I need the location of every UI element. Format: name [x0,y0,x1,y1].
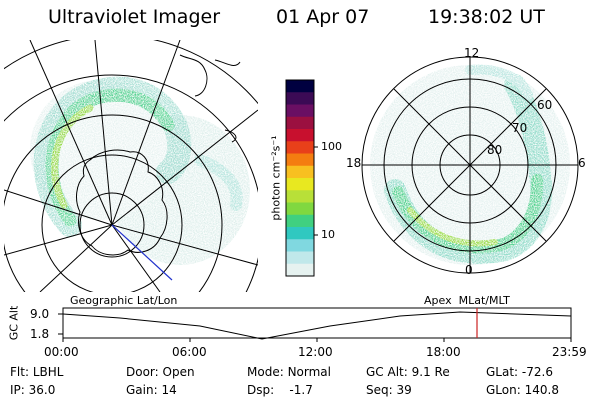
date-label: 01 Apr 07 [276,6,370,28]
colorbar-tick-10: 10 [321,228,335,241]
magnetic-caption: Apex MLat/MLT [424,294,510,307]
colorbar [286,80,314,277]
info-ip: IP: 36.0 [10,383,56,397]
colorbar-band [286,251,314,265]
info-gc-alt: GC Alt: 9.1 Re [366,365,450,379]
colorbar-band [286,239,314,252]
info-glat: GLat: -72.6 [486,365,553,379]
colorbar-band [286,153,314,167]
colorbar-tick-100: 100 [321,140,342,153]
time-label: 19:38:02 UT [428,6,545,28]
mlat-80-label: 80 [487,143,503,157]
mlat-60-label: 60 [537,98,553,112]
altitude-curve [62,311,572,340]
strip-xtick-1: 06:00 [172,345,207,359]
strip-ytick-high: 9.0 [30,307,50,321]
info-glon: GLon: 140.8 [486,383,559,397]
mlt-6-label: 6 [578,156,586,170]
info-flt: Flt: LBHL [10,365,64,379]
geo-image [4,40,258,292]
info-door: Door: Open [126,365,195,379]
info-dsp: Dsp: -1.7 [247,383,313,397]
strip-axis-label: GC Alt [7,305,21,341]
colorbar-band [286,178,314,191]
strip-xtick-0: 00:00 [44,345,79,359]
colorbar-band [286,165,314,179]
magnetic-panel [361,56,579,274]
colorbar-band [286,214,314,228]
colorbar-band [286,141,314,154]
colorbar-unit-label: photon cm⁻²s⁻¹ [269,135,283,221]
colorbar-band [286,116,314,130]
strip-ytick-low: 1.8 [30,327,50,341]
colorbar-band [286,92,314,105]
colorbar-band [286,190,314,203]
colorbar-band [286,129,314,142]
colorbar-band [286,202,314,216]
altitude-strip-plot [58,307,572,342]
colorbar-band [286,104,314,118]
info-gain: Gain: 14 [126,383,177,397]
colorbar-band [286,227,314,240]
colorbar-band [286,263,314,277]
mlt-12-label: 12 [464,46,480,60]
mlat-70-label: 70 [512,121,528,135]
info-mode: Mode: Normal [247,365,331,379]
strip-xtick-2: 12:00 [298,345,333,359]
strip-xtick-4: 23:59 [552,345,587,359]
geographic-caption: Geographic Lat/Lon [70,294,178,307]
info-seq: Seq: 39 [366,383,412,397]
strip-xtick-3: 18:00 [426,345,461,359]
footprint-track [111,224,173,281]
mlt-18-label: 18 [346,156,362,170]
colorbar-band [286,80,314,93]
instrument-title: Ultraviolet Imager [48,6,221,28]
mlt-0-label: 0 [465,263,473,277]
